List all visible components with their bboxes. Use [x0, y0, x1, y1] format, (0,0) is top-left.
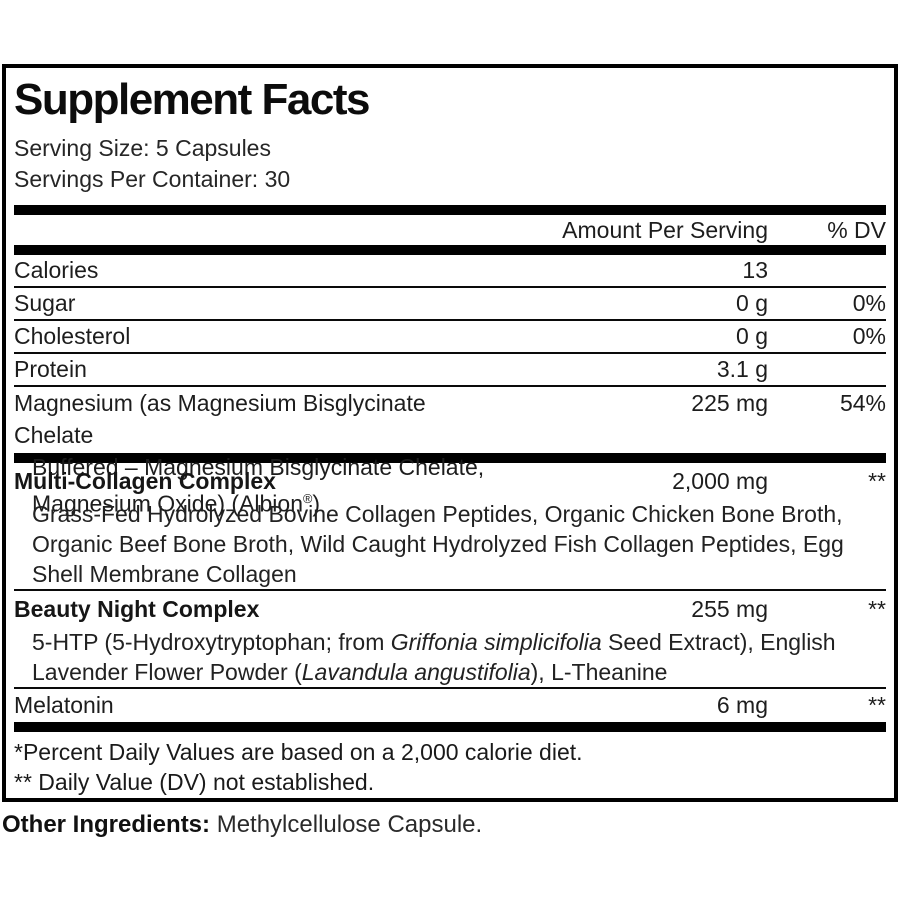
table-row-melatonin: Melatonin 6 mg **: [14, 689, 886, 722]
magnesium-name-line1: Magnesium (as Magnesium Bisglycinate Che…: [14, 390, 426, 448]
section-amount: 2,000 mg: [672, 468, 768, 494]
nutrient-dv: **: [868, 692, 886, 718]
nutrient-amount: 3.1 g: [716, 356, 768, 382]
section-dv: **: [868, 596, 886, 622]
section-amount: 255 mg: [691, 596, 768, 622]
section-header-row: Multi-Collagen Complex 2,000 mg **: [14, 463, 886, 499]
nutrient-name: Melatonin: [14, 692, 114, 718]
column-header-row: Amount Per Serving % DV: [14, 215, 886, 245]
section-header-row: Beauty Night Complex 255 mg **: [14, 591, 886, 627]
other-ingredients-value: Methylcellulose Capsule.: [210, 811, 483, 838]
section-dv: **: [868, 468, 886, 494]
divider-bar-section: [14, 453, 886, 463]
nutrient-amount: 225 mg: [691, 390, 768, 416]
nutrient-name: Magnesium (as Magnesium Bisglycinate Che…: [14, 387, 508, 517]
table-row-magnesium: Magnesium (as Magnesium Bisglycinate Che…: [14, 387, 886, 517]
nutrient-name: Protein: [14, 356, 87, 382]
ingredient-line: Lavender Flower Powder (Lavandula angust…: [32, 659, 668, 685]
nutrient-dv: 54%: [839, 390, 886, 416]
nutrient-amount: 6 mg: [716, 692, 768, 718]
nutrient-dv: [768, 255, 886, 286]
other-ingredients: Other Ingredients: Methylcellulose Capsu…: [2, 810, 482, 840]
panel-content: Supplement Facts Serving Size: 5 Capsule…: [6, 74, 894, 797]
nutrient-amount: 13: [742, 257, 768, 283]
nutrient-dv: 0%: [852, 323, 886, 349]
ingredient-line: Shell Membrane Collagen: [32, 561, 297, 587]
divider-bar-footnotes: [14, 722, 886, 732]
ingredient-line: Organic Beef Bone Broth, Wild Caught Hyd…: [32, 531, 844, 557]
supplement-facts-panel: Supplement Facts Serving Size: 5 Capsule…: [2, 64, 898, 802]
nutrient-amount: 0 g: [736, 323, 768, 349]
serving-size: Serving Size: 5 Capsules: [14, 135, 271, 161]
servings-per-container: Servings Per Container: 30: [14, 166, 291, 192]
nutrient-name: Sugar: [14, 290, 76, 316]
footnote-dv-not-established: ** Daily Value (DV) not established.: [14, 769, 375, 795]
panel-title: Supplement Facts: [14, 75, 370, 124]
section-name: Beauty Night Complex: [14, 596, 260, 622]
table-row-protein: Protein 3.1 g: [14, 354, 886, 387]
section-name: Multi-Collagen Complex: [14, 468, 276, 494]
footnotes: *Percent Daily Values are based on a 2,0…: [14, 737, 886, 797]
column-header-amount: Amount Per Serving: [562, 216, 768, 243]
other-ingredients-label: Other Ingredients:: [2, 811, 211, 838]
column-header-dv: % DV: [827, 216, 886, 243]
ingredient-line: Grass-Fed Hydrolyzed Bovine Collagen Pep…: [32, 501, 843, 527]
footnote-daily-values: *Percent Daily Values are based on a 2,0…: [14, 739, 583, 765]
nutrient-name: Cholesterol: [14, 323, 131, 349]
divider-bar-header: [14, 245, 886, 255]
nutrient-amount: 0 g: [736, 290, 768, 316]
table-row-cholesterol: Cholesterol 0 g 0%: [14, 321, 886, 354]
magnesium-name-line2: Buffered – Magnesium Bisglycinate Chelat…: [32, 454, 485, 517]
ingredient-line: 5-HTP (5-Hydroxytryptophan; from Griffon…: [32, 629, 836, 655]
nutrient-dv: [768, 354, 886, 385]
nutrient-name: Calories: [14, 257, 99, 283]
table-row-sugar: Sugar 0 g 0%: [14, 288, 886, 321]
section-multi-collagen: Multi-Collagen Complex 2,000 mg ** Grass…: [14, 463, 886, 591]
table-row-calories: Calories 13: [14, 255, 886, 288]
divider-bar-thick: [14, 205, 886, 215]
section-beauty-night: Beauty Night Complex 255 mg ** 5-HTP (5-…: [14, 591, 886, 689]
nutrient-dv: 0%: [852, 290, 886, 316]
